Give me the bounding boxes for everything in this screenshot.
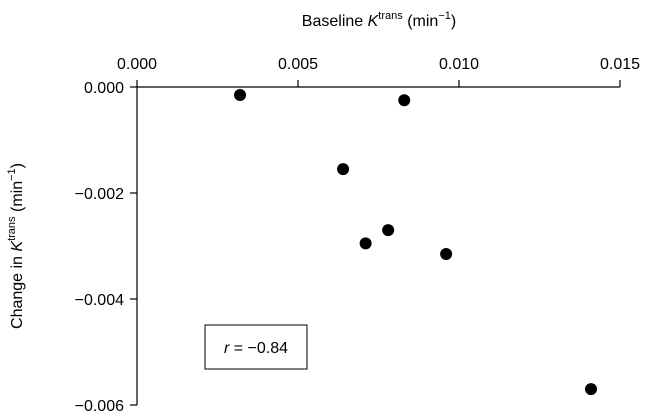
data-point [359, 237, 372, 250]
x-axis-title: Baseline Ktrans (min−1) [302, 10, 456, 30]
data-point [440, 247, 453, 260]
x-tick-label: 0.015 [600, 56, 640, 73]
data-point [585, 383, 598, 396]
y-tick-label: −0.006 [75, 398, 124, 414]
x-tick-label: 0.010 [439, 56, 479, 73]
data-point [382, 224, 395, 237]
correlation-annotation: r = −0.84 [204, 324, 308, 370]
y-tick-label: −0.002 [75, 186, 124, 203]
y-axis-title: Change in Ktrans (min−1) [6, 163, 26, 329]
annotation-box [204, 324, 308, 370]
x-axis-ticks: 0.000 0.005 0.010 0.015 [117, 56, 640, 87]
y-axis-ticks: 0.000 −0.002 −0.004 −0.006 [75, 80, 137, 414]
y-tick-label: −0.004 [75, 292, 124, 309]
x-tick-label: 0.005 [278, 56, 318, 73]
data-point [234, 88, 247, 101]
y-tick-label: 0.000 [84, 80, 124, 97]
x-tick-label: 0.000 [117, 56, 157, 73]
data-points [234, 88, 598, 396]
data-point [398, 94, 411, 107]
data-point [337, 163, 350, 176]
correlation-label: r = −0.84 [224, 340, 288, 357]
